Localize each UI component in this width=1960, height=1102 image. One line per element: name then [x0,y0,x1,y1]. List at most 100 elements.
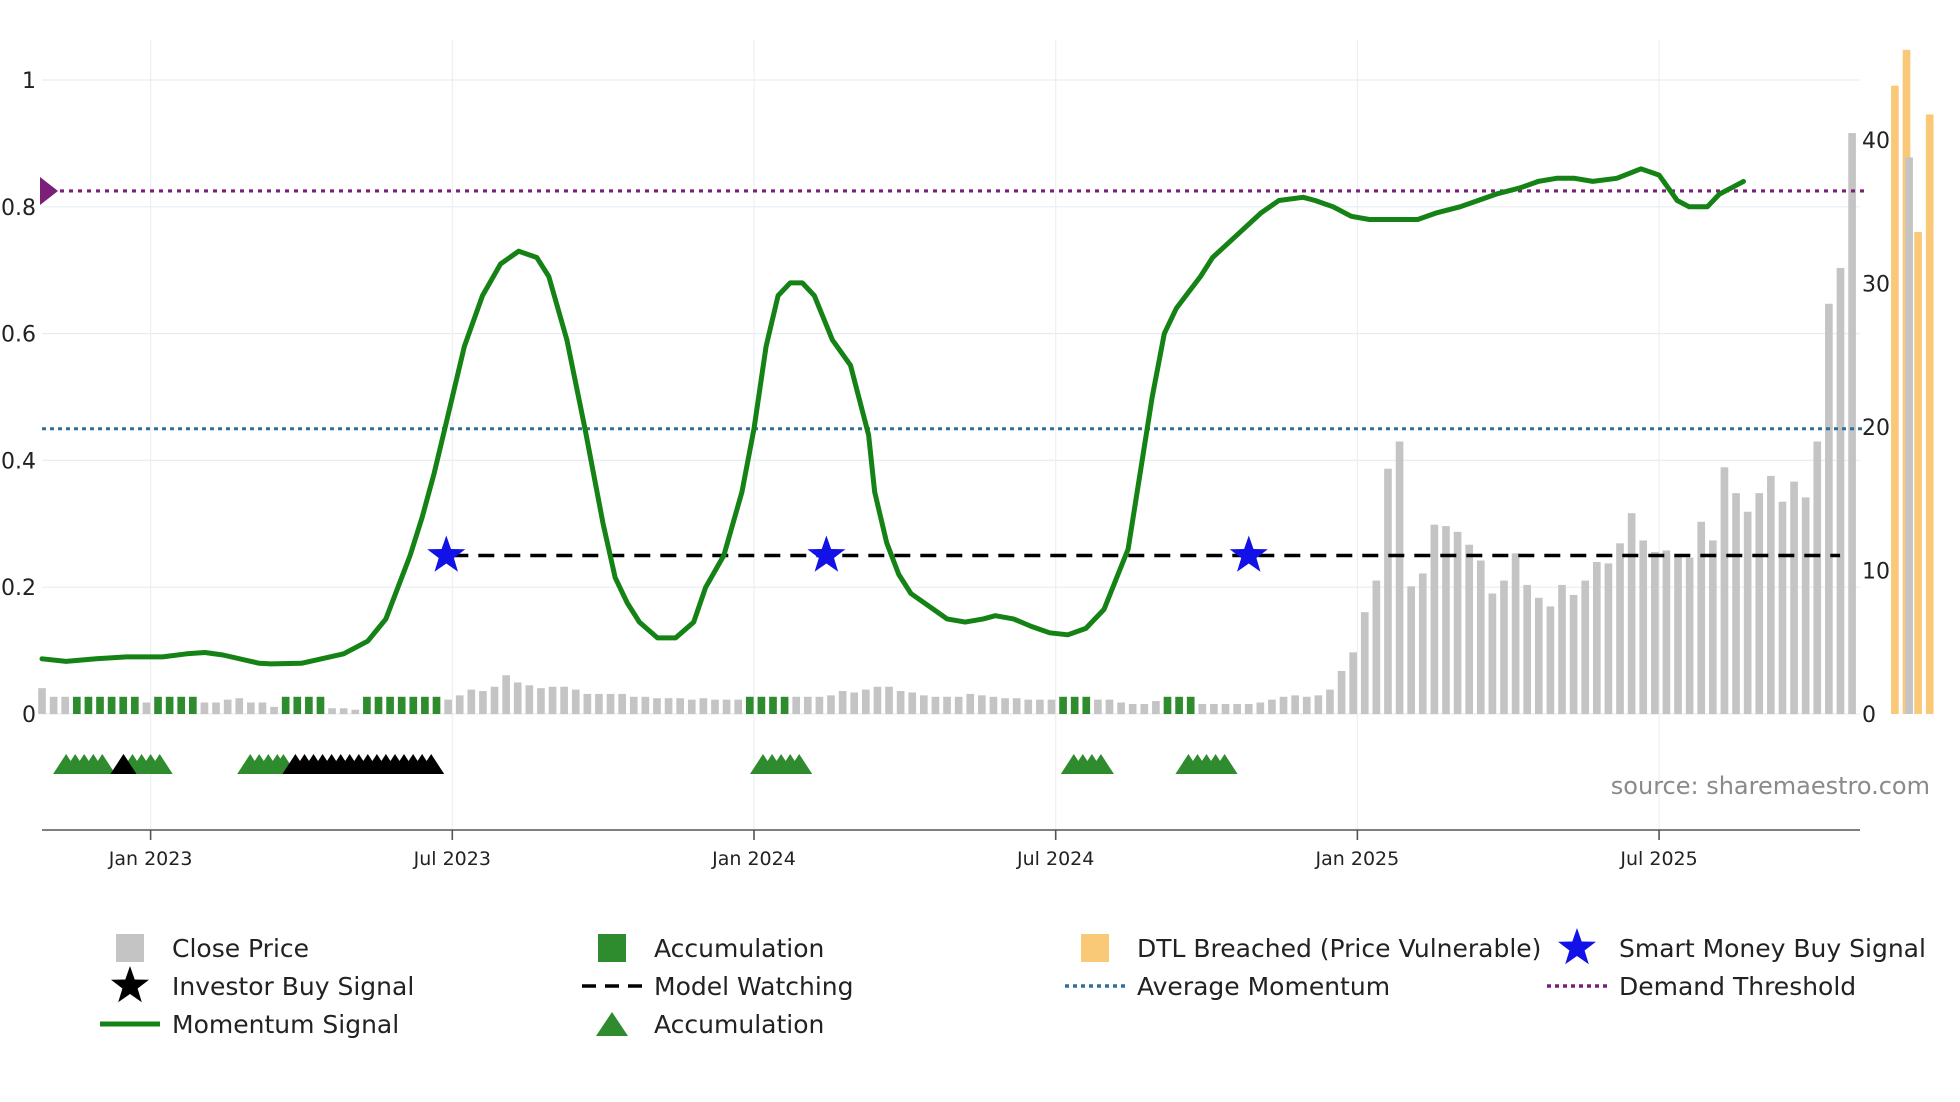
close-price-bar [838,691,847,714]
close-price-bar [1430,524,1439,714]
x-tick-label: Jan 2023 [108,848,193,870]
accumulation-bar [1163,696,1172,714]
close-price-bar [920,695,928,714]
x-tick-label: Jul 2023 [413,848,491,870]
close-price-bar [896,691,905,714]
close-price-bar [1442,526,1450,714]
close-price-bar [339,708,348,714]
legend-label: Accumulation [654,934,824,963]
close-price-bar [455,695,464,714]
close-price-bar [1036,699,1044,714]
close-price-bar [1674,556,1682,714]
close-price-bar [687,699,696,714]
close-price-bar [1244,703,1253,714]
legend-label: Demand Threshold [1619,972,1856,1001]
close-price-bar [1094,699,1102,714]
smart-money-star [427,535,466,572]
left-tick-label: 0.4 [1,449,36,474]
x-tick-label: Jul 2024 [1016,848,1094,870]
investor-buy-triangle [418,754,445,774]
close-price-bar [212,702,220,714]
close-price-bar [1534,597,1543,714]
legend-label: DTL Breached (Price Vulnerable) [1137,934,1541,963]
gridlines [42,40,1860,830]
accumulation-bar [780,696,789,714]
close-price-bar [711,699,719,714]
legend-star [111,966,149,1003]
close-price-bar [1256,702,1265,714]
left-tick-label: 0.8 [1,196,36,221]
demand-threshold-marker [40,176,58,205]
legend-item: Investor Buy Signal [111,966,414,1003]
close-price-bar [235,698,244,714]
legend-swatch [598,934,626,962]
close-price-bar [1117,702,1125,714]
close-price-bar [571,689,580,714]
legend-item: Accumulation [598,934,824,963]
close-price-bar [1592,561,1601,714]
close-price-bar [1105,699,1114,714]
close-price-bar [1128,703,1137,714]
accumulation-bar [363,696,371,714]
close-price-bar [978,695,986,714]
right-tick-label: 10 [1862,560,1890,585]
close-price-bar [722,699,731,714]
close-price-bar [1790,481,1798,714]
left-tick-label: 0 [22,703,36,728]
accumulation-bar [130,696,139,714]
left-axis: 0 0.2 0.4 0.6 0.8 1 [1,69,36,728]
close-price-bar [1755,493,1764,714]
close-price-bar [1279,696,1288,714]
close-price-bar [1314,695,1323,714]
close-price-bar [1558,584,1566,714]
close-price-bar [1384,468,1392,714]
close-price-bar [1476,560,1485,714]
accumulation-bar [757,696,766,714]
accumulation-triangle [1211,754,1238,774]
accumulation-bar [177,696,186,714]
close-price-bar [247,702,255,714]
close-price-bar [1825,303,1833,714]
legend-label: Accumulation [654,1010,824,1039]
close-price-bar [1012,698,1021,714]
legend-swatch [116,934,144,962]
legend-item: Accumulation [596,1010,824,1039]
close-price-bar [1836,267,1845,714]
close-price-bar [1801,497,1810,714]
accumulation-bar [305,696,313,714]
close-price-bar [258,702,267,714]
close-price-bar [595,693,603,714]
close-price-bar [908,692,917,714]
right-tick-label: 40 [1862,129,1890,154]
close-price-bar [989,696,998,714]
close-price-bar [1233,703,1241,714]
close-price-bar [827,695,835,714]
close-price-bar [1697,521,1706,714]
close-price-bar [1511,553,1520,714]
close-price-bar [954,696,963,714]
close-price-bar [142,702,151,714]
close-price-bar [490,686,499,714]
accumulation-bar [72,696,81,714]
close-price-bar [606,693,615,714]
close-price-bar [1685,557,1694,714]
close-price-bar [885,686,893,714]
close-price-bar [1905,157,1913,714]
accumulation-bar [1175,696,1183,714]
legend-item: Close Price [116,934,309,963]
legend-item: Average Momentum [1065,972,1390,1001]
close-price-bar [1453,531,1462,714]
close-price-bar [1546,606,1555,714]
close-price-bar [49,696,58,714]
investor-buy-triangle [110,754,137,774]
close-price-bar [270,706,278,714]
close-price-bar [1024,699,1033,714]
dtl-breached-bar [1925,114,1934,714]
close-price-bar [1627,513,1636,714]
accumulation-bar [1070,696,1079,714]
accumulation-triangle [89,754,116,774]
close-price-bar [1488,593,1497,714]
legend-item: DTL Breached (Price Vulnerable) [1081,934,1541,963]
accumulation-bar [374,696,383,714]
close-price-bar [1709,540,1717,714]
